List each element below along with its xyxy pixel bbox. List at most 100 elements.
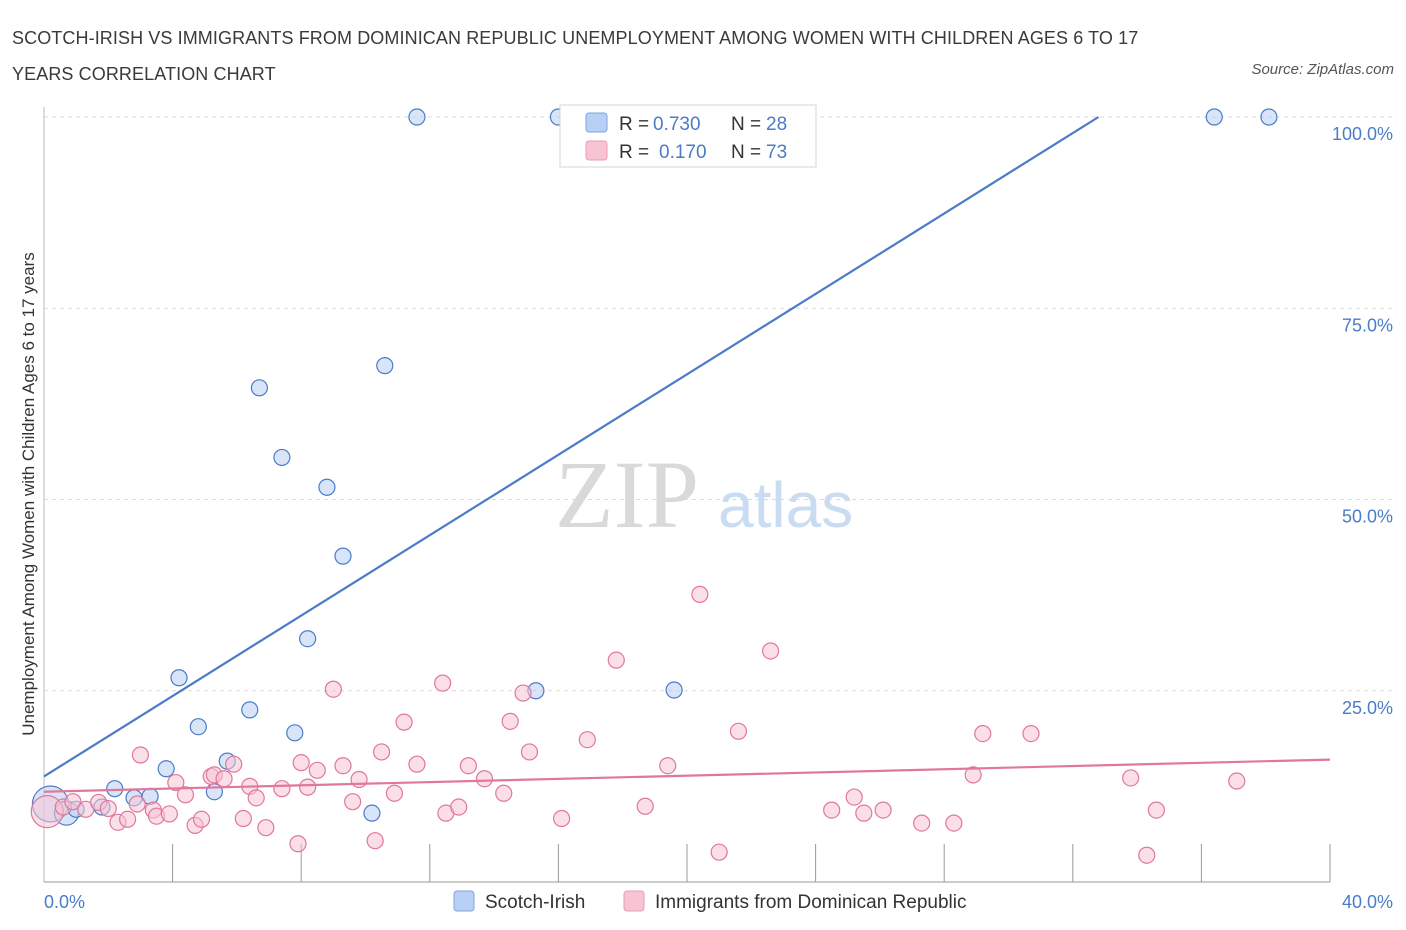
- dominican-point: [974, 724, 992, 743]
- dominican-point: [964, 766, 982, 784]
- dominican-point: [636, 797, 654, 815]
- dominican-point: [514, 684, 532, 702]
- dominican-point: [823, 801, 841, 819]
- scotch-irish-point: [106, 780, 124, 798]
- legend-n-value-2: 73: [766, 142, 787, 163]
- scotch-irish-point: [250, 379, 269, 397]
- legend-swatch-blue: [585, 112, 608, 133]
- dominican-point: [855, 804, 873, 822]
- dominican-point: [176, 786, 195, 804]
- dominican-point: [659, 757, 677, 775]
- dominican-point: [99, 799, 117, 818]
- scotch-irish-point: [286, 724, 304, 742]
- scotch-irish-point: [170, 669, 188, 687]
- dominican-point: [729, 722, 748, 740]
- trend-lines: [43, 116, 1331, 793]
- dominican-point: [845, 788, 863, 806]
- bottom-legend: Scotch-Irish Immigrants from Dominican R…: [453, 890, 967, 913]
- y-tick-labels: 100.0% 75.0% 50.0% 25.0%: [1332, 124, 1393, 718]
- dominican-point: [131, 746, 150, 764]
- legend-n-label-1: N =: [731, 114, 761, 135]
- y-tick-label: 75.0%: [1342, 315, 1393, 335]
- dominican-point: [257, 819, 275, 837]
- dominican-point: [434, 674, 452, 692]
- scotch-irish-point: [318, 478, 336, 496]
- dominican-point: [761, 642, 780, 660]
- watermark-zip: ZIP: [555, 441, 699, 548]
- scotch-irish-point: [189, 718, 207, 736]
- scotch-irish-trend-line: [43, 116, 1100, 778]
- scotch-irish-point: [334, 547, 352, 565]
- dominican-points: [30, 585, 1246, 864]
- y-axis-label: Unemployment Among Women with Children A…: [19, 252, 38, 736]
- x-tick-max: 40.0%: [1342, 892, 1393, 912]
- legend-n-label-2: N =: [731, 142, 761, 163]
- axes: [43, 107, 1331, 883]
- dominican-point: [691, 585, 709, 603]
- scotch-irish-point: [299, 630, 317, 648]
- source-credit: Source: ZipAtlas.com: [1251, 61, 1394, 78]
- dominican-point: [945, 814, 963, 832]
- dominican-point: [395, 713, 413, 731]
- bottom-legend-swatch-blue: [453, 890, 475, 912]
- dominican-point: [1147, 801, 1165, 819]
- dominican-point: [1138, 846, 1156, 864]
- bottom-legend-label-2: Immigrants from Dominican Republic: [655, 892, 967, 913]
- dominican-trend-line: [43, 758, 1331, 793]
- dominican-point: [385, 784, 404, 802]
- watermark: ZIP atlas: [555, 441, 853, 548]
- dominican-point: [459, 757, 477, 775]
- dominican-point: [334, 757, 352, 775]
- y-tick-label: 25.0%: [1342, 698, 1393, 718]
- dominican-point: [607, 651, 625, 669]
- dominican-point: [192, 810, 211, 828]
- dominican-point: [450, 798, 468, 816]
- dominican-point: [289, 835, 307, 853]
- dominican-point: [308, 761, 326, 779]
- dominican-point: [344, 793, 362, 811]
- scotch-irish-point: [157, 760, 175, 778]
- dominican-point: [520, 743, 539, 761]
- watermark-atlas: atlas: [718, 469, 853, 541]
- legend-swatch-pink: [585, 140, 608, 161]
- dominican-point: [372, 743, 391, 761]
- dominican-point: [475, 770, 494, 788]
- legend-n-value-1: 28: [766, 114, 787, 135]
- dominican-point: [408, 755, 426, 773]
- y-tick-label: 50.0%: [1342, 507, 1393, 527]
- dominican-point: [167, 773, 185, 792]
- dominican-point: [324, 680, 342, 698]
- x-tick-min: 0.0%: [44, 892, 85, 912]
- dominican-point: [299, 778, 317, 796]
- dominican-point: [874, 801, 892, 819]
- legend-r-label-2: R =: [619, 142, 649, 163]
- y-tick-label: 100.0%: [1332, 124, 1393, 144]
- dominican-point: [578, 731, 596, 749]
- bottom-legend-swatch-pink: [623, 890, 645, 912]
- legend-r-value-2: 0.170: [659, 142, 707, 163]
- scotch-irish-point: [273, 448, 291, 467]
- dominican-point: [292, 754, 310, 772]
- dominican-point: [1022, 724, 1040, 743]
- scotch-irish-point: [1260, 108, 1278, 126]
- dominican-point: [1122, 769, 1140, 787]
- chart-title: SCOTCH-IRISH VS IMMIGRANTS FROM DOMINICA…: [12, 28, 1139, 84]
- scotch-irish-point: [1205, 108, 1223, 126]
- dominican-point: [553, 809, 571, 828]
- scotch-irish-point: [665, 681, 683, 699]
- dominican-point: [160, 805, 178, 823]
- scotch-irish-point: [363, 804, 381, 822]
- dominican-point: [366, 832, 384, 850]
- dominican-point: [118, 810, 137, 828]
- dominican-point: [247, 789, 265, 807]
- dominican-point: [225, 755, 243, 773]
- legend: R = 0.730 N = 28 R = 0.170 N = 73: [559, 104, 817, 168]
- scotch-irish-point: [376, 357, 394, 375]
- dominican-point: [495, 784, 513, 802]
- scotch-irish-point: [241, 701, 259, 719]
- bottom-legend-label-1: Scotch-Irish: [485, 892, 585, 913]
- dominican-point: [234, 809, 252, 828]
- legend-r-value-1: 0.730: [653, 114, 701, 135]
- dominican-point: [1228, 772, 1246, 790]
